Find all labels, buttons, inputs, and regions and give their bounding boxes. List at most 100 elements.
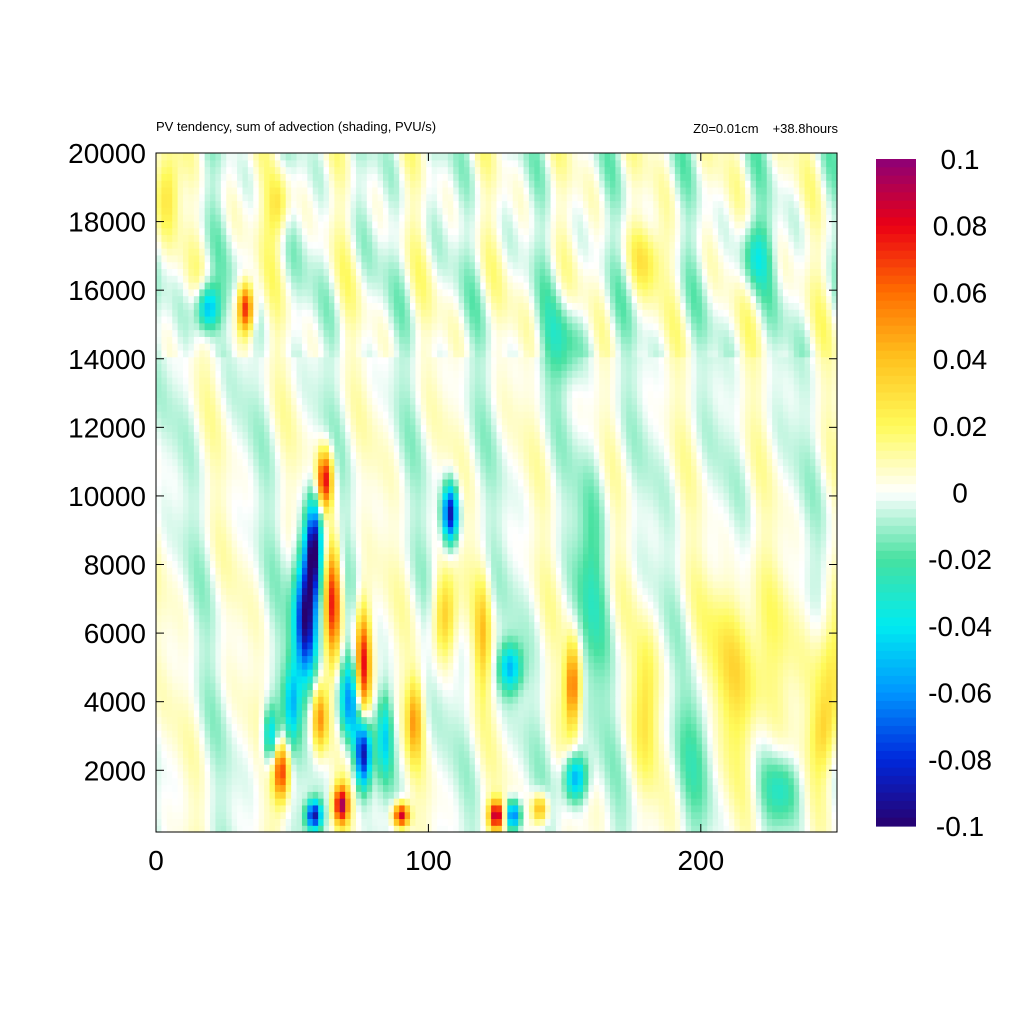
heatmap-cell: [485, 669, 492, 677]
heatmap-cell: [334, 804, 341, 813]
heatmap-cell: [188, 662, 195, 670]
heatmap-cell: [231, 648, 238, 657]
heatmap-cell: [593, 567, 600, 575]
heatmap-cell: [604, 567, 611, 575]
heatmap-cell: [550, 736, 557, 745]
heatmap-cell: [599, 587, 606, 595]
heatmap-cell: [501, 811, 508, 820]
heatmap-cell: [534, 770, 541, 779]
heatmap-cell: [469, 784, 476, 792]
heatmap-cell: [518, 804, 525, 813]
heatmap-cell: [734, 662, 741, 670]
heatmap-cell: [215, 825, 222, 833]
heatmap-cell: [691, 770, 698, 779]
heatmap-cell: [350, 777, 357, 786]
heatmap-cell: [507, 804, 514, 813]
heatmap-cell: [226, 601, 233, 609]
heatmap-cell: [226, 607, 233, 616]
heatmap-cell: [166, 784, 173, 792]
heatmap-cell: [404, 743, 411, 752]
heatmap-cell: [188, 675, 195, 684]
heatmap-cell: [664, 798, 671, 806]
heatmap-cell: [523, 764, 530, 772]
heatmap-cell: [280, 770, 287, 779]
heatmap-cell: [377, 621, 384, 629]
heatmap-cell: [204, 601, 211, 609]
heatmap-cell: [318, 804, 325, 813]
heatmap-cell: [361, 770, 368, 779]
heatmap-cell: [772, 804, 779, 813]
heatmap-cell: [415, 825, 422, 833]
heatmap-cell: [285, 594, 292, 602]
heatmap-cell: [501, 580, 508, 589]
heatmap-cell: [572, 750, 579, 758]
heatmap-cell: [637, 723, 644, 731]
heatmap-cell: [685, 587, 692, 595]
heatmap-cell: [680, 635, 687, 643]
heatmap-cell: [301, 757, 308, 765]
heatmap-cell: [550, 743, 557, 752]
heatmap-cell: [799, 567, 806, 575]
heatmap-cell: [264, 655, 271, 663]
heatmap-cell: [610, 675, 616, 684]
heatmap-cell: [826, 669, 833, 677]
heatmap-cell: [188, 825, 195, 833]
heatmap-cell: [620, 567, 627, 575]
heatmap-cell: [226, 621, 233, 629]
heatmap-cell: [264, 709, 271, 718]
heatmap-cell: [226, 764, 233, 772]
heatmap-cell: [610, 648, 616, 657]
heatmap-cell: [723, 682, 730, 691]
heatmap-cell: [296, 716, 303, 724]
heatmap-cell: [193, 560, 200, 568]
heatmap-cell: [220, 736, 227, 745]
heatmap-cell: [766, 635, 773, 643]
heatmap-cell: [469, 723, 476, 731]
heatmap-cell: [366, 662, 373, 670]
heatmap-cell: [701, 743, 708, 752]
heatmap-cell: [480, 723, 487, 731]
heatmap-cell: [799, 750, 806, 758]
heatmap-cell: [718, 696, 725, 704]
heatmap-cell: [723, 669, 730, 677]
heatmap-cell: [788, 614, 795, 623]
heatmap-cell: [691, 662, 698, 670]
heatmap-cell: [637, 689, 644, 697]
heatmap-cell: [253, 614, 260, 623]
heatmap-cell: [685, 628, 692, 636]
heatmap-cell: [642, 675, 649, 684]
heatmap-cell: [480, 594, 487, 602]
heatmap-cell: [447, 736, 454, 745]
heatmap-cell: [480, 580, 487, 589]
heatmap-cell: [372, 621, 379, 629]
heatmap-cell: [755, 587, 762, 595]
heatmap-cell: [712, 709, 719, 718]
heatmap-cell: [291, 573, 298, 582]
heatmap-cell: [588, 587, 595, 595]
heatmap-cell: [188, 669, 195, 677]
heatmap-cell: [210, 635, 217, 643]
heatmap-cell: [307, 614, 314, 623]
heatmap-cell: [799, 804, 806, 813]
heatmap-cell: [750, 730, 757, 738]
heatmap-cell: [615, 825, 622, 833]
heatmap-cell: [496, 818, 503, 826]
heatmap-cell: [323, 770, 330, 779]
heatmap-cell: [491, 560, 498, 568]
heatmap-cell: [518, 716, 525, 724]
heatmap-cell: [610, 621, 616, 629]
heatmap-cell: [728, 594, 735, 602]
heatmap-cell: [550, 669, 557, 677]
heatmap-cell: [193, 614, 200, 623]
heatmap-cell: [507, 798, 514, 806]
heatmap-cell: [161, 635, 168, 643]
heatmap-cell: [285, 736, 292, 745]
heatmap-cell: [804, 757, 811, 765]
heatmap-cell: [231, 804, 238, 813]
heatmap-cell: [820, 811, 827, 820]
heatmap-cell: [772, 621, 779, 629]
heatmap-cell: [788, 573, 795, 582]
heatmap-cell: [615, 750, 622, 758]
heatmap-cell: [355, 777, 362, 786]
heatmap-cell: [247, 669, 254, 677]
